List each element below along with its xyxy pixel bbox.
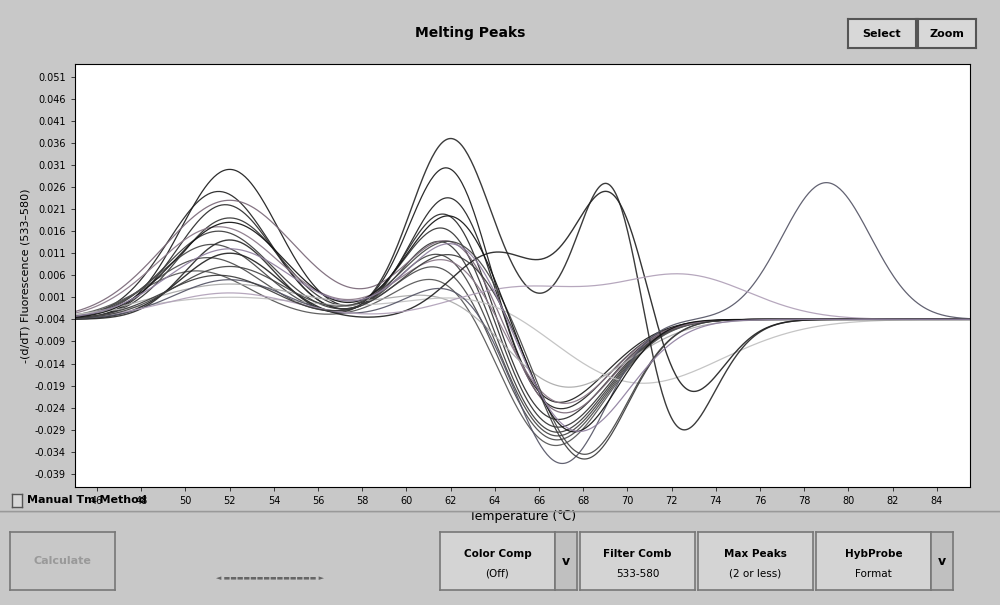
- Text: Melting Peaks: Melting Peaks: [415, 26, 525, 41]
- Text: v: v: [938, 555, 946, 567]
- Text: Filter Comb: Filter Comb: [603, 549, 672, 558]
- Text: Calculate: Calculate: [34, 556, 91, 566]
- Text: HybProbe: HybProbe: [845, 549, 902, 558]
- Text: Manual Tm Method: Manual Tm Method: [27, 495, 147, 505]
- Text: ◄ ▬▬▬▬▬▬▬▬▬▬▬▬▬▬ ►: ◄ ▬▬▬▬▬▬▬▬▬▬▬▬▬▬ ►: [216, 575, 324, 581]
- Y-axis label: -(d/dT) Fluorescence (533–580): -(d/dT) Fluorescence (533–580): [21, 188, 31, 362]
- Text: Format: Format: [855, 569, 892, 579]
- Text: v: v: [562, 555, 570, 567]
- Text: Zoom: Zoom: [930, 29, 964, 39]
- Text: 533-580: 533-580: [616, 569, 659, 579]
- Text: Max Peaks: Max Peaks: [724, 549, 787, 558]
- Text: (Off): (Off): [486, 569, 509, 579]
- Text: Select: Select: [863, 29, 901, 39]
- X-axis label: Temperature (℃): Temperature (℃): [469, 510, 576, 523]
- Text: (2 or less): (2 or less): [729, 569, 782, 579]
- Text: Color Comp: Color Comp: [464, 549, 531, 558]
